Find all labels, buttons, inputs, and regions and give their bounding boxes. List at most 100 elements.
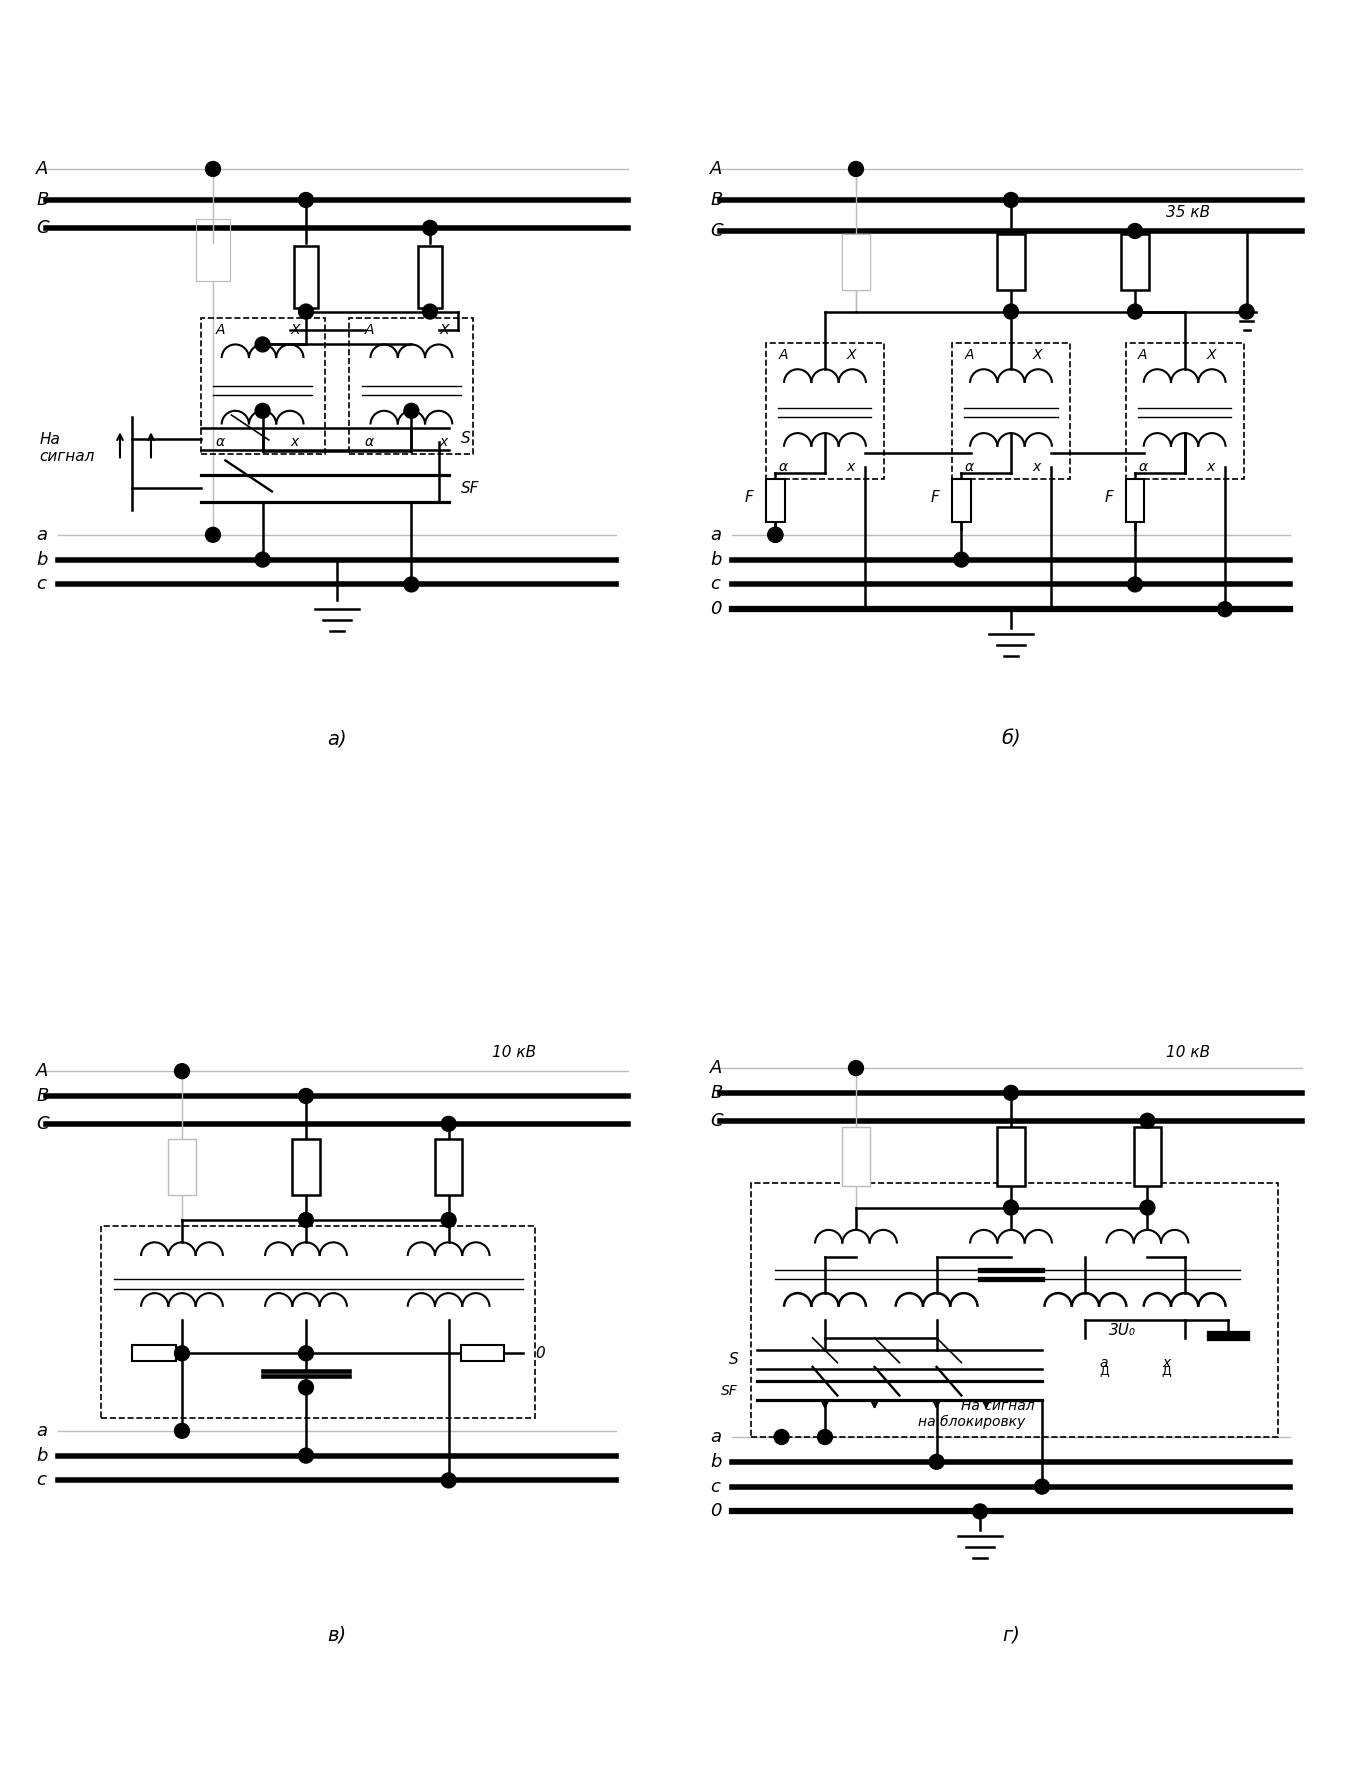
Circle shape <box>255 552 270 566</box>
Bar <box>842 1127 869 1186</box>
Text: b: b <box>710 1453 721 1471</box>
Circle shape <box>1003 1086 1019 1100</box>
Text: A: A <box>36 159 49 177</box>
Text: F: F <box>931 489 940 505</box>
Circle shape <box>255 403 270 418</box>
Bar <box>435 1140 462 1195</box>
Text: 10 кВ: 10 кВ <box>1166 1045 1211 1061</box>
Circle shape <box>1239 305 1254 319</box>
Bar <box>766 342 884 478</box>
Bar <box>1134 1127 1161 1186</box>
Circle shape <box>1127 577 1143 591</box>
Text: C: C <box>36 1115 49 1133</box>
Circle shape <box>298 192 314 208</box>
Circle shape <box>768 527 783 543</box>
Circle shape <box>848 161 864 176</box>
Text: c: c <box>36 1471 46 1489</box>
Circle shape <box>1003 1201 1019 1215</box>
Text: x: x <box>1206 459 1215 473</box>
Circle shape <box>441 1473 456 1487</box>
Text: A: A <box>36 1063 49 1081</box>
Bar <box>195 219 231 281</box>
Text: S: S <box>728 1351 739 1367</box>
Text: x: x <box>847 459 855 473</box>
Bar <box>294 247 318 308</box>
Text: F: F <box>745 489 754 505</box>
Text: α: α <box>779 459 787 473</box>
Text: A: A <box>216 323 225 337</box>
Text: a: a <box>36 1421 47 1439</box>
Circle shape <box>298 1088 314 1104</box>
Bar <box>1126 478 1144 523</box>
Text: a: a <box>710 1428 721 1446</box>
Text: X: X <box>1206 348 1216 362</box>
Bar <box>766 478 785 523</box>
Circle shape <box>298 1213 314 1228</box>
Text: α: α <box>365 435 373 448</box>
Text: X: X <box>1033 348 1042 362</box>
Text: SF: SF <box>461 480 480 496</box>
Circle shape <box>404 577 419 591</box>
Text: c: c <box>710 1478 720 1496</box>
Circle shape <box>954 552 969 566</box>
Bar <box>842 235 869 290</box>
Bar <box>461 1346 504 1362</box>
Circle shape <box>1034 1478 1050 1495</box>
Circle shape <box>298 1380 314 1394</box>
Text: X: X <box>439 323 449 337</box>
Circle shape <box>1140 1201 1155 1215</box>
Text: 35 кВ: 35 кВ <box>1166 204 1211 220</box>
Circle shape <box>205 161 221 176</box>
Bar <box>418 247 442 308</box>
Text: 0: 0 <box>710 600 721 618</box>
Text: C: C <box>36 219 49 237</box>
Text: г): г) <box>1002 1625 1020 1645</box>
Text: b: b <box>36 1446 47 1464</box>
Bar <box>132 1346 175 1362</box>
Circle shape <box>929 1455 944 1469</box>
Text: A: A <box>710 159 723 177</box>
Circle shape <box>404 403 419 418</box>
Text: A: A <box>1138 348 1147 362</box>
Text: A: A <box>365 323 375 337</box>
Circle shape <box>1003 305 1019 319</box>
Text: B: B <box>36 1088 49 1106</box>
Circle shape <box>1003 192 1019 208</box>
Bar <box>842 235 869 290</box>
Text: x: x <box>1033 459 1041 473</box>
Text: b: b <box>710 550 721 568</box>
Text: X: X <box>847 348 856 362</box>
Bar <box>1126 342 1243 478</box>
Circle shape <box>298 305 314 319</box>
Text: х: х <box>1162 1355 1170 1369</box>
Circle shape <box>972 1503 988 1520</box>
Text: b: b <box>36 550 47 568</box>
Text: на блокировку: на блокировку <box>918 1414 1026 1428</box>
Text: B: B <box>710 1084 723 1102</box>
Text: c: c <box>36 575 46 593</box>
Circle shape <box>174 1064 190 1079</box>
Text: C: C <box>710 1111 723 1129</box>
Bar <box>349 317 473 453</box>
Circle shape <box>774 1430 789 1444</box>
Circle shape <box>817 1430 833 1444</box>
Circle shape <box>441 1116 456 1131</box>
Circle shape <box>174 1346 190 1360</box>
Text: α: α <box>1138 459 1147 473</box>
Circle shape <box>768 527 783 543</box>
Text: α: α <box>965 459 973 473</box>
Text: x: x <box>291 435 299 448</box>
Bar <box>751 1183 1278 1437</box>
Text: X: X <box>291 323 301 337</box>
Circle shape <box>255 337 270 351</box>
Text: а): а) <box>328 729 346 749</box>
Bar <box>952 478 971 523</box>
Circle shape <box>298 1346 314 1360</box>
Circle shape <box>1127 224 1143 238</box>
Circle shape <box>298 1448 314 1462</box>
Bar <box>201 317 325 453</box>
Text: а: а <box>1100 1355 1108 1369</box>
Circle shape <box>205 527 221 543</box>
Text: 3U₀: 3U₀ <box>1109 1322 1136 1339</box>
Text: в): в) <box>328 1625 346 1645</box>
